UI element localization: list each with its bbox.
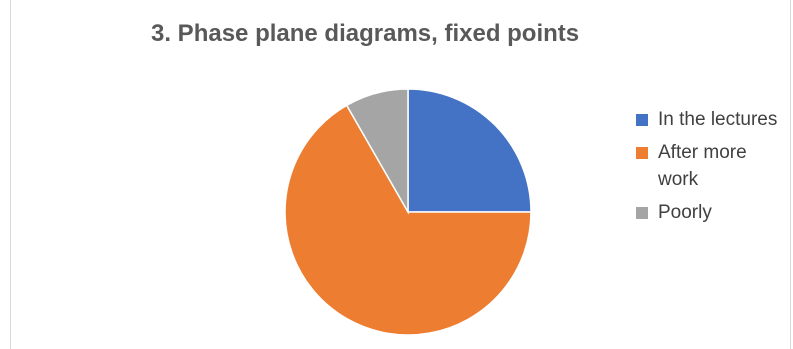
chart-title: 3. Phase plane diagrams, fixed points: [151, 20, 580, 47]
pie-slice-after-more-work: [284, 104, 532, 336]
pie-slice-in-the-lectures: [407, 88, 532, 213]
legend-label-after-more-work: After more work: [658, 142, 747, 190]
legend-swatch-after-more-work: [636, 147, 648, 159]
legend-item-after-more-work: After more work: [636, 139, 786, 193]
legend-swatch-poorly: [636, 207, 648, 219]
legend-item-poorly: Poorly: [636, 199, 786, 226]
legend-swatch-in-the-lectures: [636, 114, 648, 126]
chart-area: 3. Phase plane diagrams, fixed points In…: [10, 0, 791, 349]
pie-chart: [284, 88, 532, 336]
chart-legend: In the lectures After more work Poorly: [636, 106, 786, 232]
legend-label-poorly: Poorly: [658, 202, 712, 223]
legend-label-in-the-lectures: In the lectures: [658, 109, 778, 130]
legend-item-in-the-lectures: In the lectures: [636, 106, 786, 133]
pie-slice-poorly: [345, 88, 409, 215]
